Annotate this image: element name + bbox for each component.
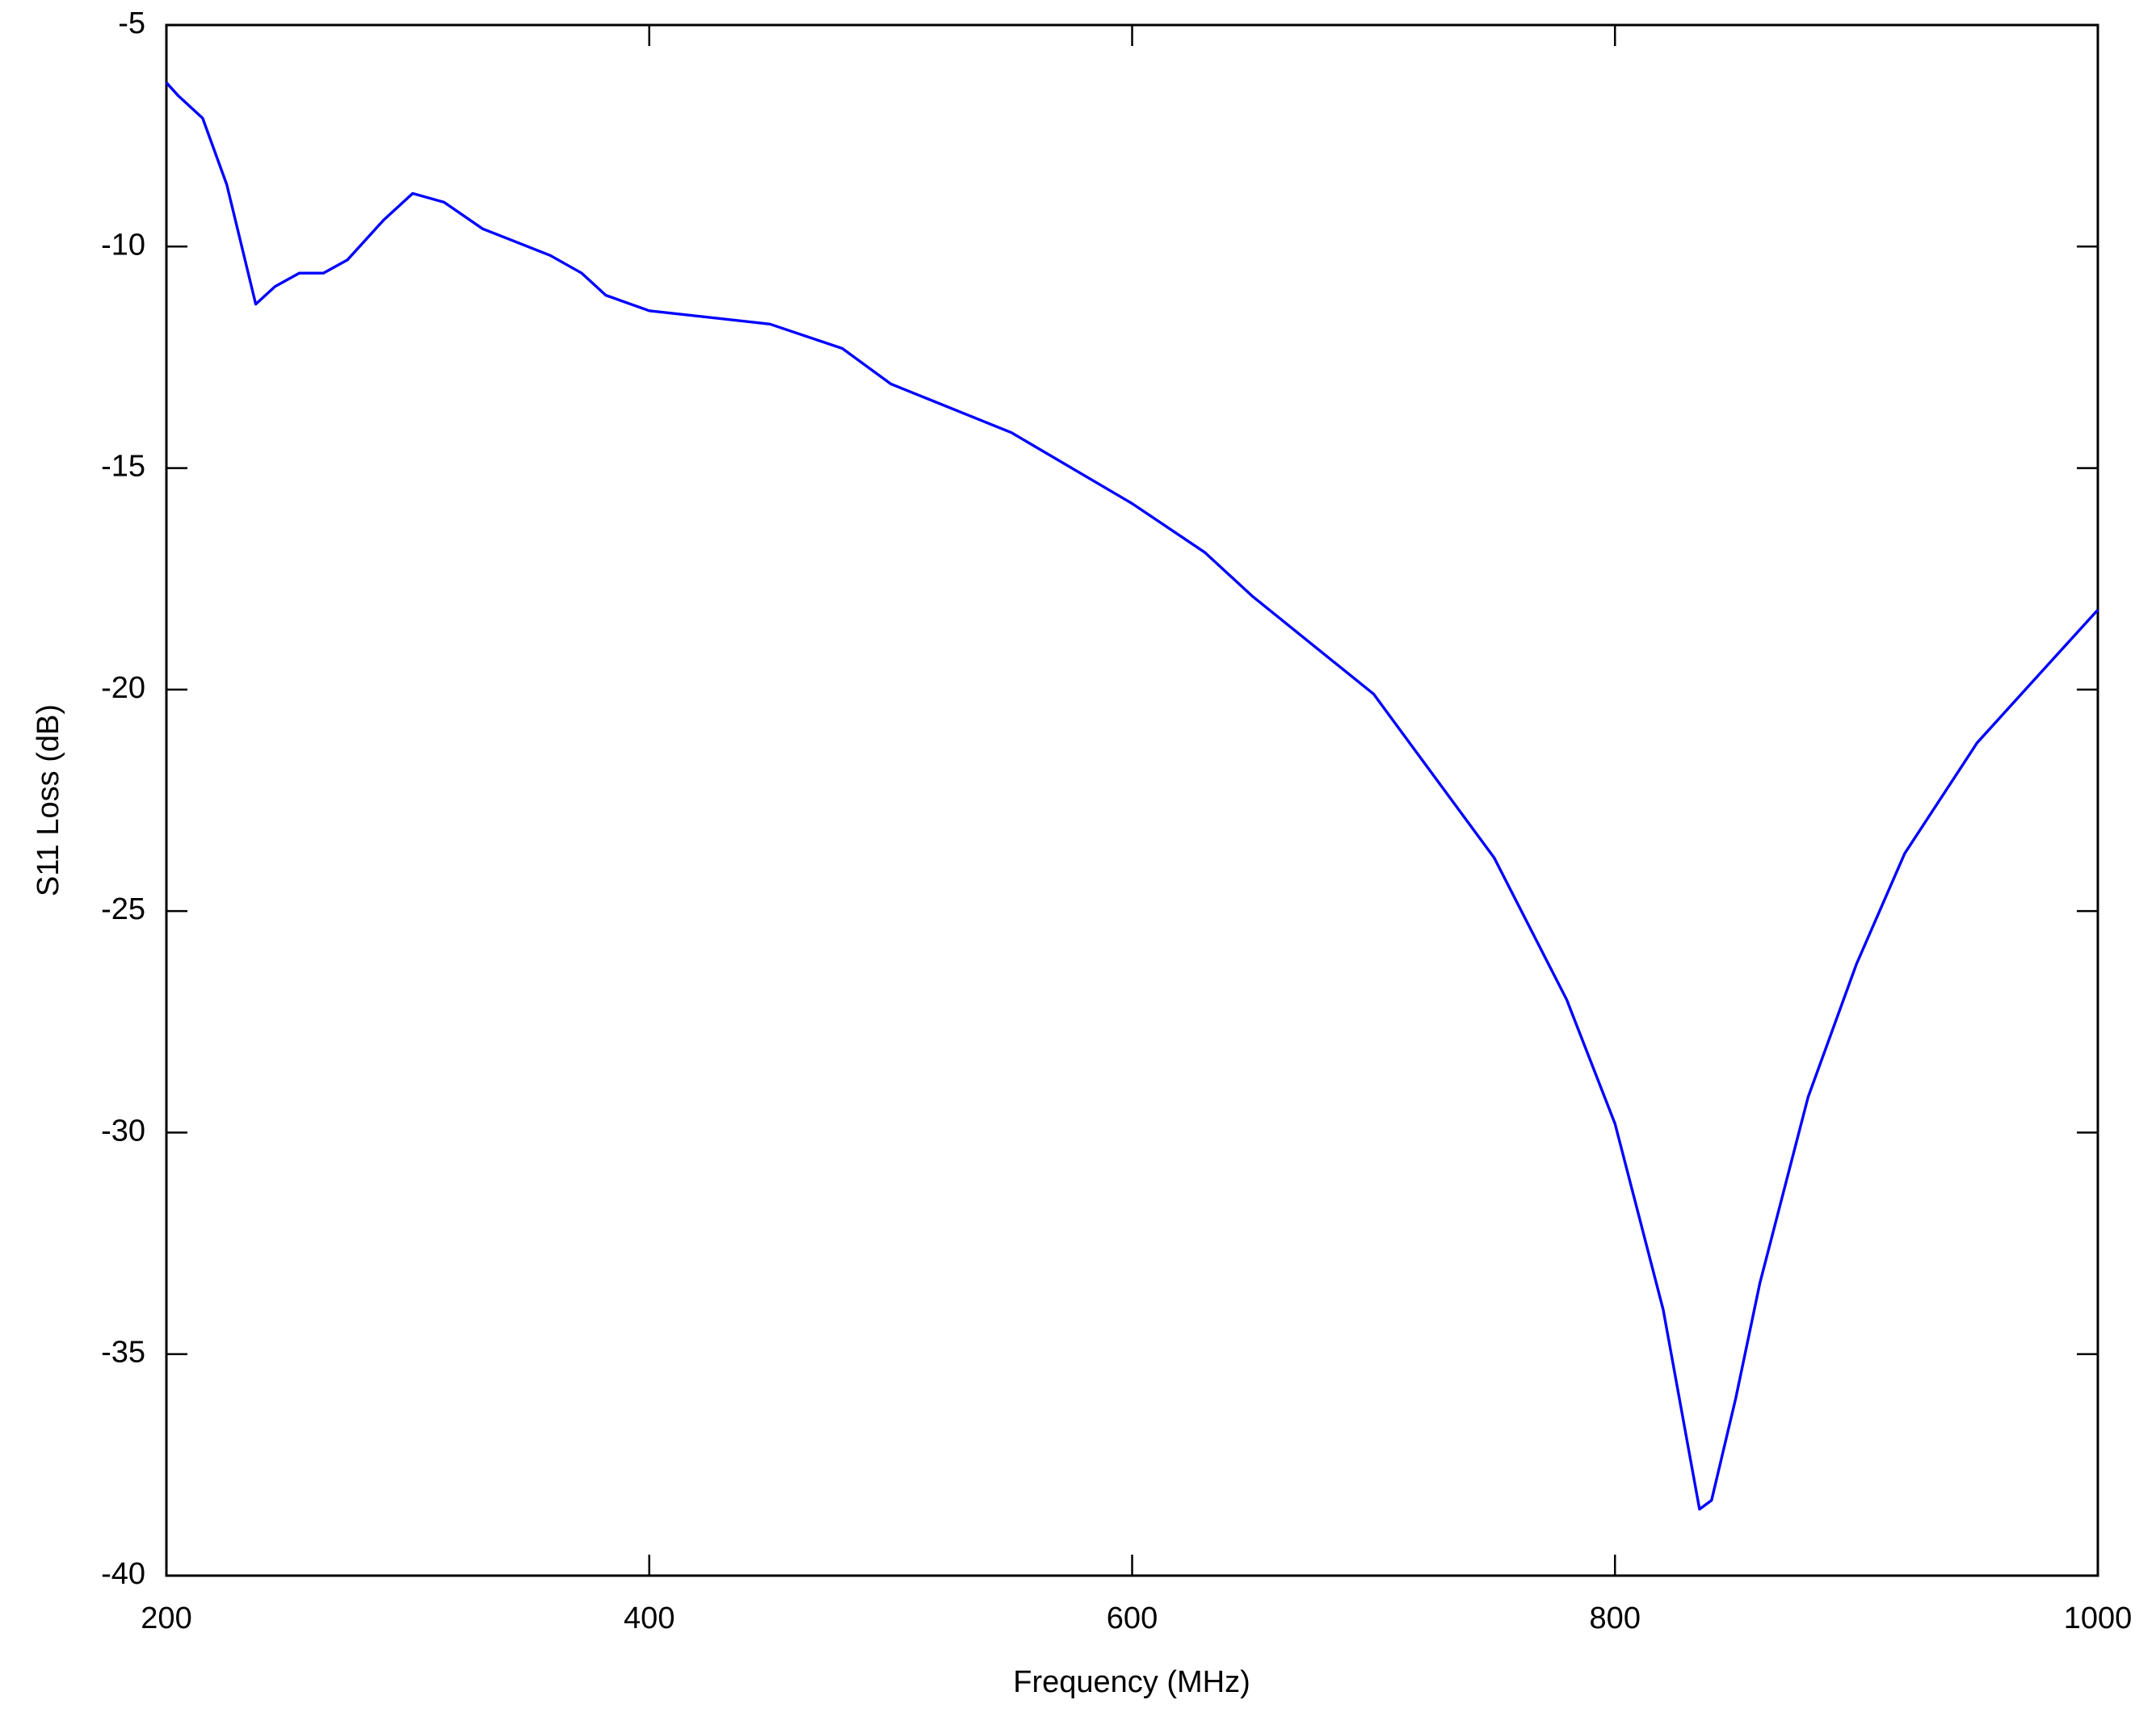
x-tick-label: 800 (1590, 1601, 1641, 1635)
x-axis-title: Frequency (MHz) (1013, 1665, 1250, 1699)
y-tick-label: -5 (118, 6, 145, 40)
y-tick-label: -20 (101, 671, 145, 705)
x-tick-label: 1000 (2064, 1601, 2133, 1635)
y-tick-label: -10 (101, 228, 145, 262)
y-tick-label: -15 (101, 450, 145, 484)
x-tick-label: 200 (141, 1601, 191, 1635)
plot-frame (165, 23, 2099, 1577)
y-tick-label: -35 (101, 1336, 145, 1370)
y-axis-title: S11 Loss (dB) (32, 704, 65, 896)
y-tick-label: -30 (101, 1114, 145, 1148)
x-tick-label: 400 (624, 1601, 675, 1635)
x-tick-label: 600 (1107, 1601, 1158, 1635)
y-tick-label: -40 (101, 1557, 145, 1591)
data-line (165, 82, 2099, 1511)
y-tick-label: -25 (101, 892, 145, 926)
